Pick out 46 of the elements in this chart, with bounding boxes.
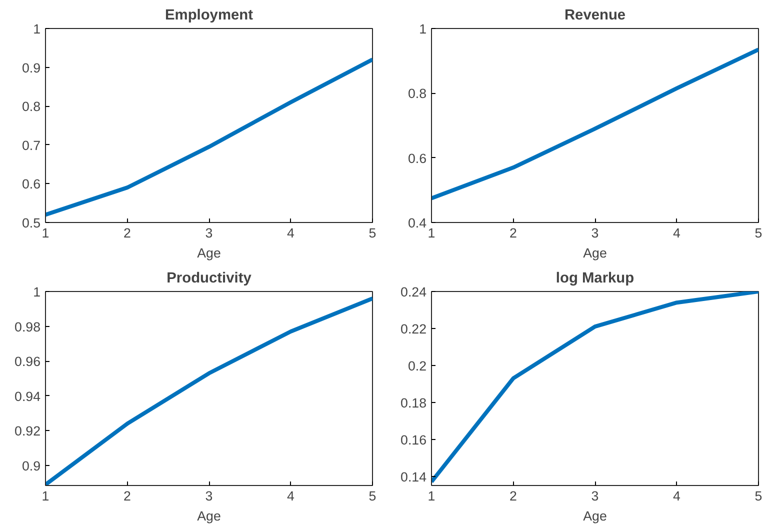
chart-title: log Markup [556,270,634,286]
x-tick-label: 4 [673,226,682,240]
x-tick-label: 3 [205,226,213,240]
y-tick-label: 0.98 [14,319,41,334]
x-tick-label: 3 [591,226,599,240]
y-tick-label: 0.4 [408,216,428,230]
y-tick-label: 0.18 [400,395,427,410]
y-tick-label: 1 [33,284,41,300]
y-tick-label: 0.9 [22,60,41,76]
y-tick-label: 0.14 [400,469,428,484]
x-tick-label: 2 [510,488,517,504]
x-axis-title: Age [197,508,221,524]
x-tick-label: 5 [368,488,376,504]
y-tick-label: 0.6 [408,150,427,166]
x-tick-label: 4 [673,488,682,504]
y-tick-label: 1 [33,22,41,36]
y-tick-label: 0.9 [22,458,41,474]
y-tick-label: 0.7 [22,138,41,153]
x-axis-title: Age [583,508,607,524]
y-tick-label: 0.92 [14,424,41,439]
x-tick-label: 5 [754,226,762,240]
y-tick-label: 0.24 [400,284,428,300]
x-tick-label: 2 [124,488,131,504]
chart-title: Employment [165,8,254,24]
y-tick-label: 0.22 [400,321,427,336]
x-tick-label: 3 [205,488,213,504]
x-tick-label: 4 [287,488,296,504]
x-axis-title: Age [197,246,221,260]
x-tick-label: 2 [124,226,131,240]
y-tick-label: 0.2 [408,358,427,374]
y-tick-label: 0.8 [408,86,427,102]
x-tick-label: 4 [287,226,296,240]
y-tick-label: 0.6 [22,176,41,192]
x-tick-label: 2 [510,226,517,240]
chart-title: Productivity [166,270,252,286]
chart-title: Revenue [564,8,626,24]
y-tick-label: 0.96 [14,354,41,370]
y-tick-label: 0.16 [400,432,427,448]
y-tick-label: 0.8 [22,99,41,114]
x-axis-title: Age [583,246,607,260]
x-tick-label: 5 [368,226,376,240]
y-tick-label: 0.5 [22,216,41,230]
x-tick-label: 3 [591,488,599,504]
y-tick-label: 0.94 [14,388,42,404]
y-tick-label: 1 [419,22,427,36]
x-tick-label: 5 [754,488,762,504]
